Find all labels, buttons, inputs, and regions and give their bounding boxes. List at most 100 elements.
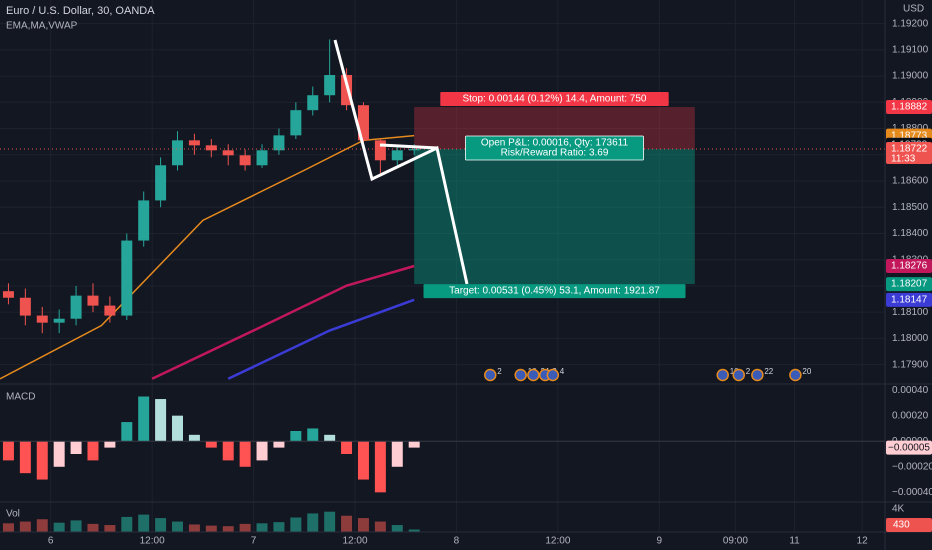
candle-body	[307, 95, 319, 111]
volume-bar	[239, 523, 251, 532]
macd-bar	[87, 441, 99, 461]
macd-bar	[341, 441, 353, 454]
y-tick-label: 1.18500	[892, 202, 929, 213]
macd-tag: −0.00005	[888, 442, 930, 453]
volume-tag: 430	[893, 520, 910, 531]
macd-bar	[121, 422, 133, 442]
indicator-line	[0, 134, 415, 380]
countdown: 11:33	[891, 154, 916, 165]
y-tick-label: 1.18000	[892, 333, 929, 344]
x-tick-label: 09:00	[723, 536, 748, 547]
volume-bar	[155, 518, 167, 532]
event-icon	[789, 368, 802, 382]
grid	[0, 0, 885, 532]
candle-body	[408, 149, 420, 151]
x-tick-label: 12	[857, 536, 869, 547]
event-icon	[732, 368, 746, 382]
event-count: 20	[802, 367, 811, 376]
macd-bar	[155, 399, 167, 442]
event-count: 22	[764, 367, 773, 376]
vwap-tag-box	[886, 292, 932, 307]
candle-body	[256, 150, 268, 166]
macd-bar	[256, 441, 268, 461]
candle-body	[357, 105, 369, 141]
y-tick-label: 1.19200	[892, 18, 929, 29]
candle-body	[188, 140, 200, 146]
ma-tag-box	[886, 259, 932, 274]
last-price-tag-box	[886, 142, 932, 165]
macd-bar	[290, 431, 302, 442]
macd-bar	[19, 441, 31, 474]
volume-bar	[307, 513, 319, 532]
volume-bar	[87, 523, 99, 532]
volume-bar	[205, 525, 217, 532]
macd-bar	[188, 434, 200, 442]
macd-bar	[172, 415, 184, 442]
volume-bar	[138, 514, 150, 532]
macd-tick-label: 0.00040	[892, 385, 929, 396]
stop-label-box	[440, 92, 669, 107]
candle-body	[205, 145, 217, 151]
macd-bar	[357, 441, 369, 480]
macd-tick-label: −0.00040	[892, 487, 932, 498]
volume-bar	[188, 524, 200, 532]
event-icon	[514, 368, 527, 382]
volume-bar	[70, 520, 82, 532]
ma-tag: 1.18276	[891, 261, 928, 272]
volume-title: Vol	[6, 509, 20, 520]
candle-body	[172, 140, 184, 166]
candle-body	[87, 295, 99, 306]
x-tick-label: 12:00	[140, 536, 165, 547]
candle-body	[70, 295, 82, 319]
flag-drawing	[379, 143, 438, 150]
macd-bar	[70, 441, 82, 454]
volume-bar	[256, 523, 268, 532]
macd-bar	[391, 441, 403, 467]
lower-panes	[0, 396, 885, 532]
currency-label: USD	[903, 4, 924, 15]
ratio-label: Risk/Reward Ratio: 3.69	[501, 148, 609, 159]
x-tick-label: 12:00	[342, 536, 367, 547]
volume-bar	[273, 522, 285, 532]
volume-bar	[341, 515, 353, 532]
x-tick-label: 11	[789, 536, 800, 547]
volume-tick-label: 4K	[892, 503, 905, 514]
event-count: 2	[497, 367, 502, 376]
candle-body	[53, 318, 65, 323]
volume-bar	[391, 525, 403, 532]
volume-bar	[324, 511, 336, 532]
macd-bar	[222, 441, 234, 461]
macd-bar	[138, 396, 150, 442]
candle-body	[19, 297, 31, 316]
volume-bar	[121, 516, 133, 532]
volume-bar	[222, 526, 234, 532]
macd-tick-label: −0.00020	[892, 461, 932, 472]
target-tag-box	[886, 277, 932, 292]
target-zone	[414, 149, 695, 285]
macd-bar	[324, 434, 336, 442]
drawings	[333, 39, 469, 285]
indicator-line	[227, 298, 415, 380]
y-tick-label: 1.18400	[892, 228, 929, 239]
event-count: 2	[746, 367, 751, 376]
macd-bar	[408, 441, 420, 448]
target-label-box	[423, 284, 686, 299]
candle-body	[374, 140, 386, 161]
candle-body	[273, 135, 285, 151]
macd-bar	[374, 441, 386, 493]
ema-tag: 1.18773	[891, 130, 928, 141]
macd-bar	[36, 441, 48, 480]
macd-title: MACD	[6, 392, 35, 403]
y-tick-label: 1.18100	[892, 307, 929, 318]
event-count: 4	[560, 367, 565, 376]
candle-body	[391, 150, 403, 161]
candle-body	[121, 240, 133, 316]
volume-bar	[290, 517, 302, 532]
event-icon	[546, 368, 560, 382]
x-tick-label: 12:00	[545, 536, 570, 547]
indicators-label: EMA,MA,VWAP	[6, 21, 78, 32]
volume-tag-box	[886, 518, 932, 532]
macd-tag-box	[886, 440, 932, 455]
